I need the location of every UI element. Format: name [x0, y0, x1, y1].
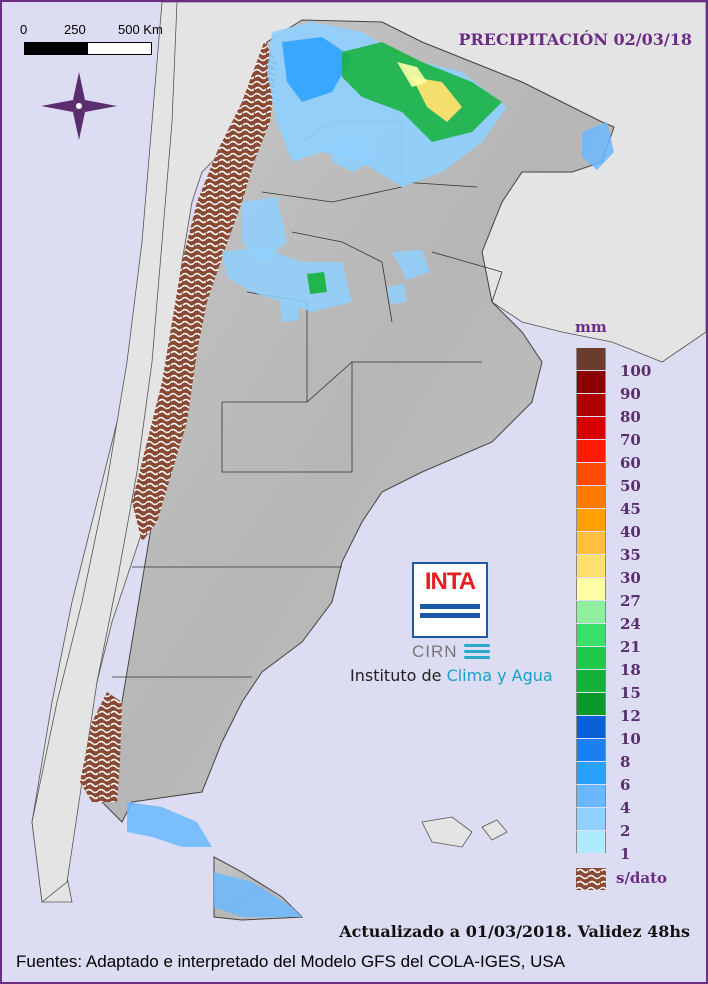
- legend-label-4: 4: [620, 799, 631, 817]
- legend-label-90: 90: [620, 385, 641, 403]
- precipitation-overlay: [127, 22, 614, 917]
- legend-swatch-15: [576, 670, 606, 692]
- institute-highlight: Clima y Agua: [446, 666, 553, 685]
- no-data-label: s/dato: [616, 869, 668, 887]
- legend-label-18: 18: [620, 661, 641, 679]
- legend-swatch-27: [576, 578, 606, 600]
- legend-label-35: 35: [620, 546, 641, 564]
- institute-prefix: Instituto de: [350, 666, 447, 685]
- legend-label-50: 50: [620, 477, 641, 495]
- legend-label-6: 6: [620, 776, 631, 794]
- legend-swatch-35: [576, 532, 606, 554]
- legend-swatch-12: [576, 693, 606, 715]
- legend-swatch-4: [576, 785, 606, 807]
- legend-swatch-24: [576, 601, 606, 623]
- legend-label-100: 100: [620, 362, 652, 380]
- legend-swatch-1: [576, 831, 606, 853]
- legend-swatch-90: [576, 371, 606, 393]
- updated-note: Actualizado a 01/03/2018. Validez 48hs: [339, 922, 690, 941]
- legend-label-30: 30: [620, 569, 641, 587]
- scale-bar: [24, 42, 152, 55]
- legend-swatch-10: [576, 716, 606, 738]
- cirn-logo-text: CIRN: [412, 642, 458, 661]
- southern-islands: [421, 816, 508, 848]
- institute-name: Instituto de Clima y Agua: [350, 666, 553, 685]
- legend-swatch-21: [576, 624, 606, 646]
- chile-coast: [31, 2, 178, 903]
- sources-note: Fuentes: Adaptado e interpretado del Mod…: [16, 952, 566, 971]
- legend-swatch-100: [576, 348, 606, 370]
- legend-label-15: 15: [620, 684, 641, 702]
- legend-label-45: 45: [620, 500, 641, 518]
- legend-swatch-18: [576, 647, 606, 669]
- legend-label-80: 80: [620, 408, 641, 426]
- legend-swatch-50: [576, 463, 606, 485]
- no-data-zones: [80, 42, 277, 802]
- legend-label-27: 27: [620, 592, 641, 610]
- legend-swatch-45: [576, 486, 606, 508]
- scale-label-500: 500 Km: [118, 22, 163, 37]
- legend-label-21: 21: [620, 638, 641, 656]
- legend-label-12: 12: [620, 707, 641, 725]
- legend-swatch-6: [576, 762, 606, 784]
- province-borders: [112, 121, 503, 678]
- no-data-swatch: [576, 868, 606, 890]
- legend-swatch-80: [576, 394, 606, 416]
- legend-label-40: 40: [620, 523, 641, 541]
- legend-label-24: 24: [620, 615, 641, 633]
- legend-label-1: 1: [620, 845, 631, 863]
- legend-swatch-30: [576, 555, 606, 577]
- legend-swatch-70: [576, 417, 606, 439]
- inta-logo: INTA: [412, 562, 488, 638]
- legend-label-2: 2: [620, 822, 631, 840]
- legend-swatch-2: [576, 808, 606, 830]
- inta-logo-text: INTA: [424, 568, 476, 595]
- scale-label-250: 250: [64, 22, 86, 37]
- legend-label-10: 10: [620, 730, 641, 748]
- legend-label-8: 8: [620, 753, 631, 771]
- scale-label-0: 0: [20, 22, 28, 37]
- legend-swatch-60: [576, 440, 606, 462]
- legend-label-60: 60: [620, 454, 641, 472]
- compass-rose-icon: [41, 72, 117, 140]
- waves-icon: [464, 644, 490, 662]
- legend-label-70: 70: [620, 431, 641, 449]
- map-title: PRECIPITACIÓN 02/03/18: [458, 30, 692, 49]
- legend-swatch-40: [576, 509, 606, 531]
- legend-swatch-8: [576, 739, 606, 761]
- legend-unit: mm: [575, 318, 607, 336]
